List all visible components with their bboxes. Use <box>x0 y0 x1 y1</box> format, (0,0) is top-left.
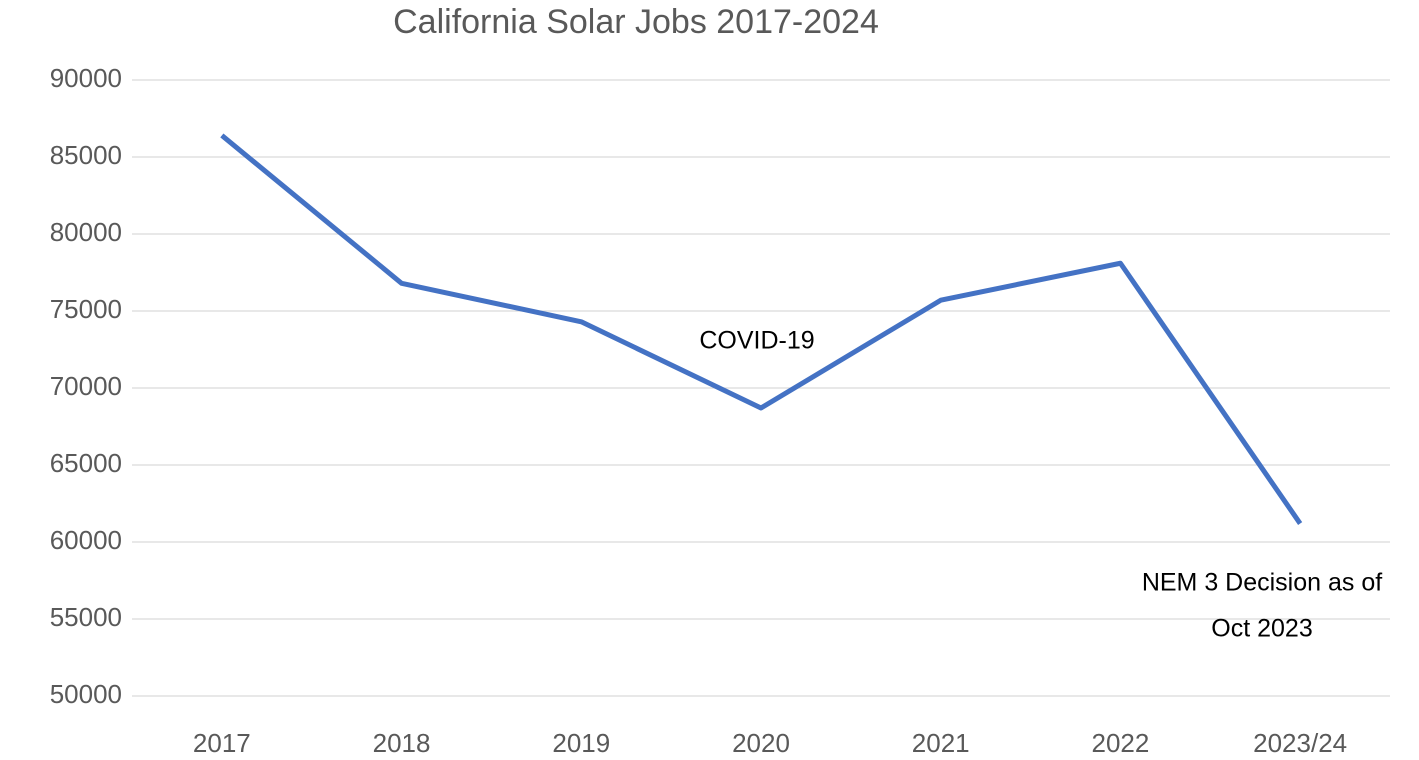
chart-title: California Solar Jobs 2017-2024 <box>393 3 879 41</box>
x-tick-label: 2018 <box>373 728 431 758</box>
y-tick-label: 55000 <box>50 602 122 632</box>
x-tick-label: 2017 <box>193 728 251 758</box>
x-tick-label: 2022 <box>1092 728 1150 758</box>
y-tick-label: 75000 <box>50 294 122 324</box>
annotation: Oct 2023 <box>1211 615 1312 643</box>
series-line <box>220 133 1303 525</box>
y-tick-label: 85000 <box>50 140 122 170</box>
x-tick-label: 2021 <box>912 728 970 758</box>
x-tick-label: 2023/24 <box>1253 728 1347 758</box>
y-tick-label: 50000 <box>50 679 122 709</box>
y-tick-label: 65000 <box>50 448 122 478</box>
annotation: NEM 3 Decision as of <box>1142 569 1382 597</box>
y-tick-label: 80000 <box>50 217 122 247</box>
y-tick-label: 90000 <box>50 63 122 93</box>
y-tick-label: 70000 <box>50 371 122 401</box>
x-tick-label: 2020 <box>732 728 790 758</box>
x-tick-label: 2019 <box>552 728 610 758</box>
annotation: COVID-19 <box>699 327 814 355</box>
y-tick-label: 60000 <box>50 525 122 555</box>
